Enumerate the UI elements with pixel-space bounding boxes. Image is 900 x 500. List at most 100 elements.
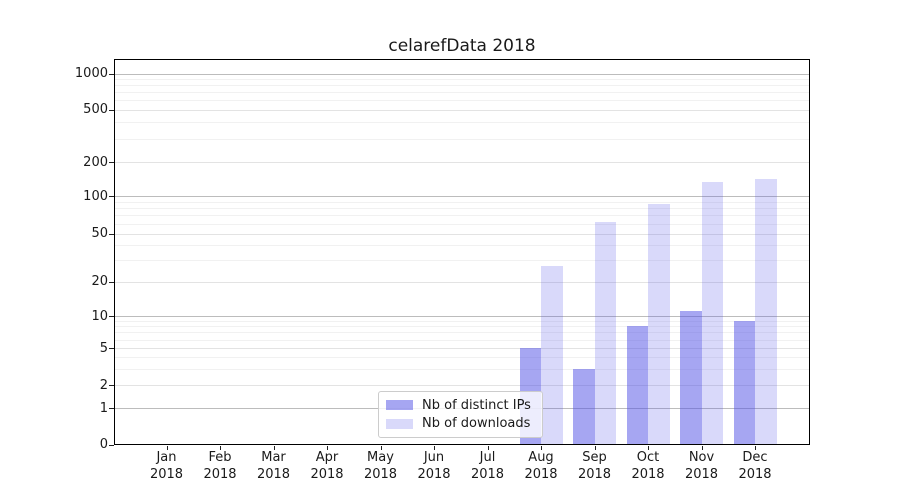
- y-tick-label: 100: [83, 188, 108, 204]
- x-tick-month: Dec: [742, 450, 768, 465]
- y-tick-label: 200: [83, 154, 108, 170]
- y-tick-mark: [109, 316, 114, 317]
- y-tick-label: 1: [99, 400, 108, 416]
- x-tick-year: 2018: [203, 466, 237, 482]
- y-tick-label: 500: [83, 102, 108, 117]
- x-tick-mark: [648, 446, 649, 450]
- x-tick-mark: [273, 446, 275, 450]
- x-tick-month: Jun: [423, 450, 445, 465]
- x-tick-mark: [541, 446, 542, 450]
- legend-swatch-distinct-ips: [386, 400, 413, 411]
- x-tick-mark: [380, 446, 382, 450]
- legend-item: Nb of distinct IPs: [379, 398, 542, 413]
- gridline: [115, 162, 809, 163]
- gridline: [115, 316, 809, 317]
- x-tick-year: 2018: [256, 466, 291, 482]
- x-tick-year: 2018: [577, 466, 612, 482]
- gridline: [115, 122, 809, 124]
- gridline: [115, 326, 809, 328]
- x-tick-year: 2018: [738, 466, 772, 482]
- x-tick-month: Oct: [636, 450, 660, 465]
- x-tick-year: 2018: [631, 466, 665, 482]
- bar-downloads: [755, 179, 777, 444]
- gridline: [115, 100, 809, 102]
- x-tick-year: 2018: [310, 466, 344, 482]
- x-tick-label: Jul 2018: [460, 450, 516, 483]
- gridline: [115, 223, 809, 225]
- x-tick-year: 2018: [363, 466, 398, 482]
- x-tick-label: Mar 2018: [246, 450, 302, 483]
- y-tick-mark: [109, 281, 114, 283]
- y-tick-mark: [109, 444, 114, 446]
- chart-title: celarefData 2018: [388, 36, 536, 56]
- x-tick-month: Jan: [156, 450, 177, 465]
- gridline: [115, 332, 809, 334]
- legend-swatch-downloads: [386, 418, 413, 429]
- y-tick-label: 50: [91, 226, 108, 241]
- x-tick-month: Mar: [261, 450, 286, 465]
- y-tick-label: 5: [99, 340, 108, 356]
- y-tick-label: 0: [99, 437, 108, 452]
- gridline: [115, 320, 809, 322]
- gridline: [115, 281, 809, 283]
- plot-area: [114, 59, 810, 445]
- x-tick-label: Aug 2018: [513, 450, 569, 483]
- gridline: [115, 260, 809, 262]
- gridline: [115, 138, 809, 140]
- y-tick-mark: [109, 233, 114, 235]
- gridline: [115, 245, 809, 247]
- y-tick-mark: [109, 385, 114, 386]
- gridline: [115, 233, 809, 235]
- y-tick-label: 2: [99, 377, 108, 393]
- bar-downloads: [701, 182, 723, 444]
- x-tick-label: Dec 2018: [727, 450, 783, 483]
- x-tick-mark: [594, 446, 596, 450]
- x-tick-label: Feb 2018: [192, 450, 248, 483]
- x-tick-label: Oct 2018: [620, 450, 676, 483]
- legend-label: Nb of downloads: [422, 416, 531, 432]
- y-tick-mark: [109, 348, 114, 349]
- gridline: [115, 201, 809, 203]
- x-tick-label: Jan 2018: [139, 450, 195, 483]
- bar-downloads: [541, 265, 563, 444]
- bar-distinct-ips: [626, 326, 648, 444]
- y-tick-label: 1000: [74, 66, 108, 81]
- x-tick-label: May 2018: [353, 450, 409, 483]
- y-tick-label: 20: [91, 274, 108, 289]
- x-tick-year: 2018: [524, 466, 558, 482]
- y-tick-mark: [109, 73, 114, 75]
- x-tick-label: Apr 2018: [299, 450, 355, 483]
- x-tick-mark: [327, 446, 328, 450]
- x-tick-label: Sep 2018: [567, 450, 623, 483]
- x-tick-month: Feb: [208, 450, 232, 465]
- x-tick-label: Jun 2018: [406, 450, 462, 483]
- x-tick-mark: [166, 446, 168, 450]
- y-tick-mark: [109, 162, 114, 163]
- x-tick-month: Sep: [582, 450, 607, 465]
- gridline: [115, 92, 809, 94]
- gridline: [115, 109, 809, 111]
- bar-distinct-ips: [680, 311, 702, 444]
- x-tick-month: Aug: [528, 450, 554, 465]
- y-tick-label: 10: [91, 308, 108, 324]
- x-tick-mark: [434, 446, 435, 450]
- gridline: [115, 348, 809, 349]
- x-tick-mark: [487, 446, 489, 450]
- x-tick-year: 2018: [149, 466, 184, 482]
- gridline: [115, 196, 809, 197]
- x-tick-year: 2018: [684, 466, 719, 482]
- y-tick-mark: [109, 109, 114, 111]
- x-tick-year: 2018: [417, 466, 451, 482]
- x-tick-year: 2018: [470, 466, 505, 482]
- bar-distinct-ips: [573, 368, 595, 444]
- y-tick-mark: [109, 408, 114, 409]
- x-tick-month: May: [367, 450, 394, 465]
- x-tick-month: Jul: [479, 450, 496, 465]
- x-tick-month: Apr: [315, 450, 339, 465]
- gridline: [115, 385, 809, 386]
- gridline: [115, 85, 809, 87]
- x-tick-mark: [755, 446, 756, 450]
- gridline: [115, 215, 809, 217]
- gridline: [115, 357, 809, 358]
- x-tick-month: Nov: [688, 450, 715, 465]
